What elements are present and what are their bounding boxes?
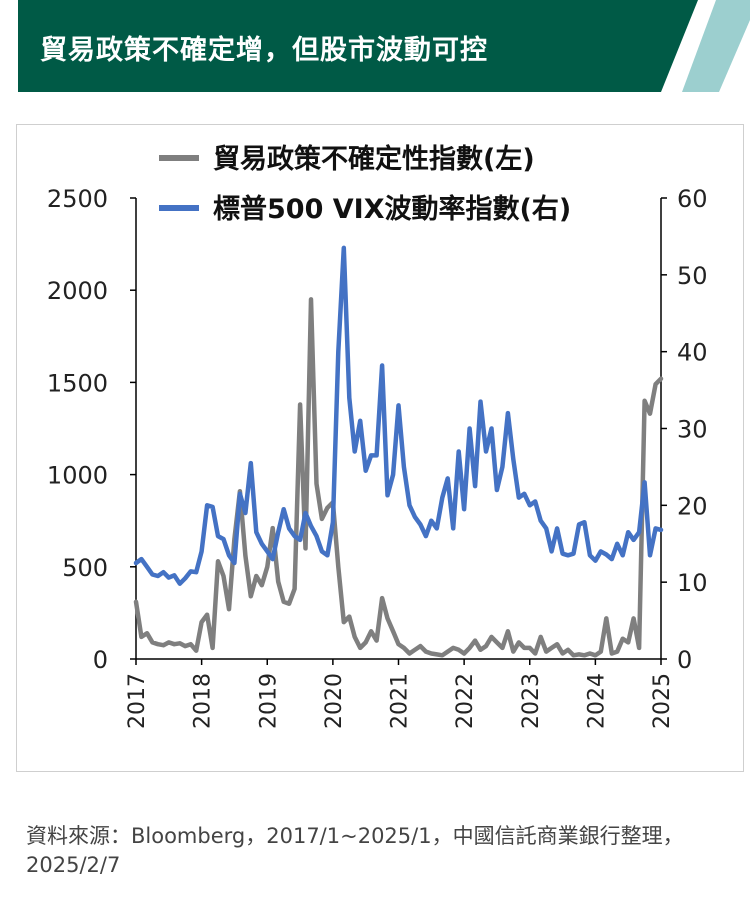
header-banner: 貿易政策不確定增，但股市波動可控 — [18, 0, 750, 92]
series-line-2 — [133, 245, 664, 586]
header-accent-stripe — [682, 0, 750, 92]
x-tick-label: 2024 — [584, 673, 609, 729]
right-y-tick-label: 10 — [677, 569, 708, 597]
left-y-tick-label: 500 — [62, 554, 108, 582]
right-y-tick-label: 30 — [677, 416, 708, 444]
x-tick-label: 2020 — [322, 673, 347, 729]
series-line-1 — [133, 297, 664, 658]
left-y-tick-label: 2500 — [47, 185, 108, 213]
left-y-tick-label: 2000 — [47, 277, 108, 305]
right-y-tick-label: 0 — [677, 646, 692, 674]
header-bar — [18, 0, 698, 92]
x-tick-label: 2017 — [125, 673, 150, 729]
x-tick-label: 2021 — [388, 673, 413, 729]
x-tick-label: 2022 — [453, 673, 478, 729]
right-y-tick-label: 60 — [677, 185, 708, 213]
right-y-tick-label: 50 — [677, 262, 708, 290]
x-tick-label: 2018 — [191, 673, 216, 729]
left-y-tick-label: 1500 — [47, 369, 108, 397]
left-y-tick-label: 1000 — [47, 462, 108, 490]
chart-frame: 0 500 1000 1500 2000 2500 0 10 20 30 40 50 60 2017 201… — [16, 124, 744, 772]
x-tick-label: 2019 — [256, 673, 281, 729]
right-y-tick-label: 20 — [677, 492, 708, 520]
right-y-tick-label: 40 — [677, 339, 708, 367]
x-tick-label: 2025 — [650, 673, 675, 729]
legend-label-1: 貿易政策不確定性指數(左) — [213, 143, 535, 175]
source-note: 資料來源：Bloomberg，2017/1~2025/1，中國信託商業銀行整理，… — [26, 824, 684, 877]
x-tick-label: 2023 — [519, 673, 544, 729]
page-title: 貿易政策不確定增，但股市波動可控 — [40, 35, 488, 66]
line-chart: 0 500 1000 1500 2000 2500 0 10 20 30 40 50 60 2017 201… — [47, 143, 708, 729]
legend-label-2: 標普500 VIX波動率指數(右) — [213, 193, 571, 225]
header-background — [18, 0, 750, 92]
left-y-tick-label: 0 — [93, 646, 108, 674]
